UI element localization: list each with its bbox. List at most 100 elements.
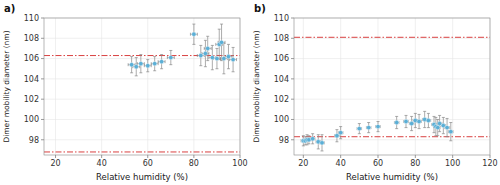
point	[192, 32, 196, 36]
grid-line	[44, 99, 240, 100]
point	[169, 55, 173, 59]
point	[357, 126, 361, 130]
tick-label: 102	[274, 95, 289, 104]
y-error-bar	[130, 57, 133, 73]
grid-line	[193, 18, 194, 155]
point	[226, 54, 230, 58]
tick	[41, 139, 44, 140]
y-error-bar	[395, 116, 398, 128]
x-error-bar	[435, 126, 439, 129]
y-error-bar	[307, 136, 310, 144]
x-error-bar	[137, 62, 144, 65]
tick-label: 80	[189, 159, 199, 168]
y-error-bar	[227, 44, 230, 68]
tick-label: 102	[24, 95, 39, 104]
y-error-bar	[321, 135, 324, 151]
x-axis-label: Relative humidity (%)	[96, 172, 188, 182]
grid-line	[452, 18, 453, 155]
y-error-bar	[335, 130, 338, 142]
y-error-bar	[199, 45, 202, 65]
grid-line	[294, 78, 490, 79]
grid-line	[294, 139, 490, 140]
y-error-bar	[410, 116, 413, 130]
tick-label: 108	[24, 34, 39, 43]
point	[129, 62, 133, 66]
grid-line	[303, 18, 304, 155]
point	[222, 56, 226, 60]
tick-label: 104	[274, 75, 289, 84]
tick-label: 100	[274, 115, 289, 124]
point	[152, 61, 156, 65]
x-error-bar	[335, 134, 339, 137]
y-error-bar	[232, 47, 235, 71]
grid-line	[55, 18, 56, 155]
grid-line	[44, 119, 240, 120]
reference-line	[294, 136, 490, 137]
tick-label: 106	[274, 54, 289, 63]
tick-label: 60	[143, 159, 153, 168]
tick	[147, 155, 148, 158]
point	[436, 125, 440, 129]
x-error-bar	[151, 62, 158, 65]
tick-label: 110	[274, 14, 289, 23]
y-error-bar	[367, 123, 370, 133]
y-error-bar	[442, 117, 445, 133]
tick	[340, 155, 341, 158]
y-error-bar	[169, 50, 172, 64]
tick	[55, 155, 56, 158]
tick	[452, 155, 453, 158]
panel: 9810010210410610811020406080100120Relati…	[252, 3, 498, 182]
point	[320, 141, 324, 145]
grid-line	[294, 99, 490, 100]
tick-label: 104	[24, 75, 39, 84]
tick	[291, 119, 294, 120]
y-error-bar	[220, 24, 223, 61]
x-error-bar	[366, 126, 370, 129]
point	[231, 57, 235, 61]
plot-area	[44, 24, 240, 152]
point	[139, 61, 143, 65]
tick-label: 120	[482, 159, 497, 168]
point	[134, 65, 138, 69]
y-error-bar	[211, 45, 214, 69]
y-error-bar	[215, 48, 218, 68]
tick	[415, 155, 416, 158]
tick-label: 100	[232, 159, 247, 168]
y-error-bar	[427, 113, 430, 127]
grid-line	[101, 18, 102, 155]
reference-line	[44, 55, 240, 56]
x-error-bar	[409, 122, 413, 125]
tick	[41, 18, 44, 19]
y-axis-label: Dimer mobility diameter (nm)	[2, 30, 11, 142]
y-error-bar	[423, 111, 426, 127]
point	[199, 53, 203, 57]
tick	[291, 58, 294, 59]
tick-label: 20	[298, 159, 308, 168]
grid-line	[44, 78, 240, 79]
point	[409, 121, 413, 125]
tick	[41, 58, 44, 59]
tick	[291, 99, 294, 100]
point	[159, 59, 163, 63]
grid-line	[415, 18, 416, 155]
y-error-bar	[222, 43, 225, 73]
y-error-bar	[160, 55, 163, 69]
point	[206, 46, 210, 50]
y-error-bar	[446, 118, 449, 136]
y-error-bar	[339, 127, 342, 139]
reference-line	[44, 151, 240, 152]
plot-frame	[44, 18, 240, 155]
point	[417, 119, 421, 123]
tick	[41, 78, 44, 79]
x-error-bar	[158, 60, 165, 63]
point	[394, 120, 398, 124]
x-error-bar	[426, 119, 430, 122]
tick	[303, 155, 304, 158]
grid-line	[44, 139, 240, 140]
x-error-bar	[190, 33, 197, 36]
y-error-bar	[311, 134, 314, 144]
y-error-bar	[153, 57, 156, 71]
tick-label: 20	[50, 159, 60, 168]
point	[449, 129, 453, 133]
figure: 9810010210410610811020406080100Relative …	[0, 0, 500, 185]
